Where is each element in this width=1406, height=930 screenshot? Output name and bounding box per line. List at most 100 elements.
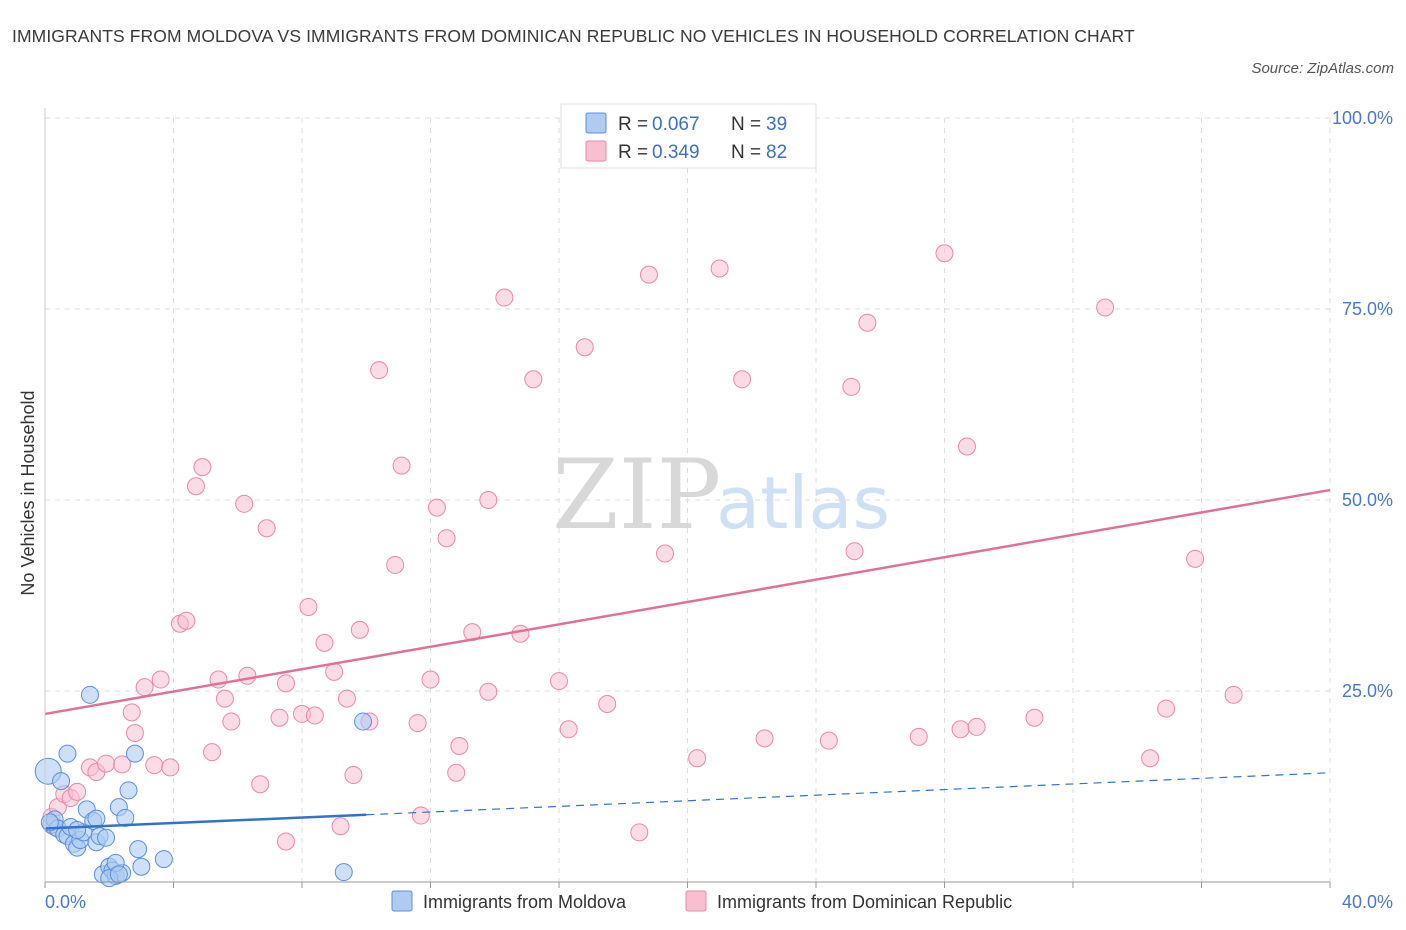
dr-point-20 [203, 743, 222, 762]
moldova-point-30 [129, 840, 148, 859]
dr-point-57 [550, 672, 568, 691]
dr-point-32 [299, 597, 318, 616]
x-tick-label-min: 0.0% [45, 892, 86, 912]
dr-point-78 [1096, 298, 1115, 317]
moldova-trend-extension [366, 772, 1331, 816]
moldova-point-12 [58, 744, 77, 763]
y-tick-label-0: 25.0% [1342, 681, 1393, 701]
moldova-point-31 [132, 857, 151, 876]
dr-point-63 [656, 544, 675, 563]
dr-point-19 [193, 458, 212, 477]
dr-point-82 [1224, 685, 1243, 704]
legend-n-label-1: N = [731, 114, 761, 135]
dr-point-36 [331, 817, 350, 836]
legend-r-value-1: 0.067 [652, 114, 700, 135]
y-tick-label-1: 50.0% [1342, 490, 1393, 510]
dr-point-12 [135, 678, 154, 697]
moldova-point-22 [119, 781, 138, 800]
moldova-point-36 [334, 863, 353, 882]
dr-point-46 [421, 670, 440, 689]
watermark-atlas: atlas [716, 461, 890, 545]
dr-point-80 [1157, 699, 1176, 718]
dr-point-59 [575, 338, 594, 357]
moldova-point-37 [40, 813, 59, 832]
dr-point-65 [710, 259, 729, 278]
moldova-point-38 [68, 821, 87, 840]
dr-point-18 [186, 477, 205, 496]
dr-point-55 [511, 624, 530, 643]
dr-point-25 [238, 666, 257, 685]
moldova-point-1 [52, 772, 71, 791]
dr-point-48 [437, 529, 456, 548]
dr-point-22 [215, 689, 234, 708]
axes: 25.0% 50.0% 75.0% 100.0% 0.0% 40.0% [44, 108, 1393, 912]
legend-r-label-2: R = [618, 142, 648, 163]
dr-point-45 [411, 806, 430, 825]
legend-box: R = 0.067 N = 39 R = 0.349 N = 82 [560, 103, 817, 169]
dr-point-70 [845, 542, 864, 561]
dr-point-58 [559, 720, 578, 739]
dr-point-29 [276, 674, 295, 693]
dr-point-64 [688, 749, 707, 768]
y-tick-label-3: 100.0% [1332, 108, 1393, 128]
dr-point-35 [325, 662, 344, 681]
dr-point-15 [161, 758, 180, 777]
dr-point-14 [151, 670, 170, 689]
dr-point-68 [819, 731, 838, 750]
moldova-point-23 [125, 744, 144, 763]
legend-r-label-1: R = [618, 114, 648, 135]
watermark-zip: ZIP [552, 439, 721, 551]
x-tick-label-max: 40.0% [1342, 892, 1393, 912]
dr-point-60 [598, 694, 617, 713]
moldova-point-32 [154, 850, 173, 869]
dr-point-23 [222, 712, 241, 731]
dr-point-61 [630, 823, 649, 842]
dr-point-17 [177, 611, 196, 630]
dr-point-72 [909, 727, 928, 746]
dr-point-47 [427, 498, 446, 517]
grid-lines [45, 117, 1331, 882]
dr-point-56 [524, 370, 543, 389]
dr-point-54 [495, 288, 514, 307]
dr-point-11 [122, 703, 141, 722]
series-dominican-republic-points [42, 244, 1243, 851]
chart-title: IMMIGRANTS FROM MOLDOVA VS IMMIGRANTS FR… [12, 26, 1135, 46]
dr-point-44 [408, 714, 427, 733]
dr-point-39 [350, 620, 369, 639]
dr-point-66 [733, 370, 752, 389]
legend-n-label-2: N = [731, 142, 761, 163]
bottom-legend: Immigrants from Moldova Immigrants from … [391, 890, 1012, 912]
dr-trend-line [44, 488, 1331, 716]
moldova-point-34 [109, 865, 128, 884]
dr-point-81 [1186, 549, 1205, 568]
dr-point-41 [370, 361, 389, 380]
dr-point-42 [386, 555, 405, 574]
dr-point-9 [113, 755, 132, 774]
legend-swatch-dominican-republic [585, 140, 607, 162]
dr-point-74 [951, 720, 970, 739]
legend-n-value-2: 82 [766, 142, 787, 163]
dr-point-13 [145, 756, 164, 775]
dr-point-28 [270, 708, 289, 727]
dr-point-79 [1141, 749, 1160, 768]
dr-point-43 [392, 456, 411, 475]
dr-point-10 [125, 724, 144, 743]
dr-point-62 [639, 265, 658, 284]
dr-point-26 [251, 775, 270, 794]
legend-swatch-moldova [585, 112, 607, 134]
y-axis-label: No Vehicles in Household [18, 390, 38, 595]
y-tick-label-2: 75.0% [1342, 299, 1393, 319]
bottom-legend-label-moldova: Immigrants from Moldova [423, 892, 627, 912]
moldova-point-13 [80, 685, 99, 704]
dr-point-73 [935, 244, 954, 263]
dr-point-24 [235, 494, 254, 513]
moldova-trend-line [44, 813, 367, 830]
dr-point-52 [479, 682, 498, 701]
dr-point-33 [305, 706, 324, 725]
dr-point-37 [337, 689, 356, 708]
bottom-legend-swatch-moldova [391, 890, 413, 912]
bottom-legend-swatch-dominican-republic [685, 890, 707, 912]
source-label: Source: ZipAtlas.com [1251, 60, 1394, 77]
dr-point-71 [858, 313, 877, 332]
